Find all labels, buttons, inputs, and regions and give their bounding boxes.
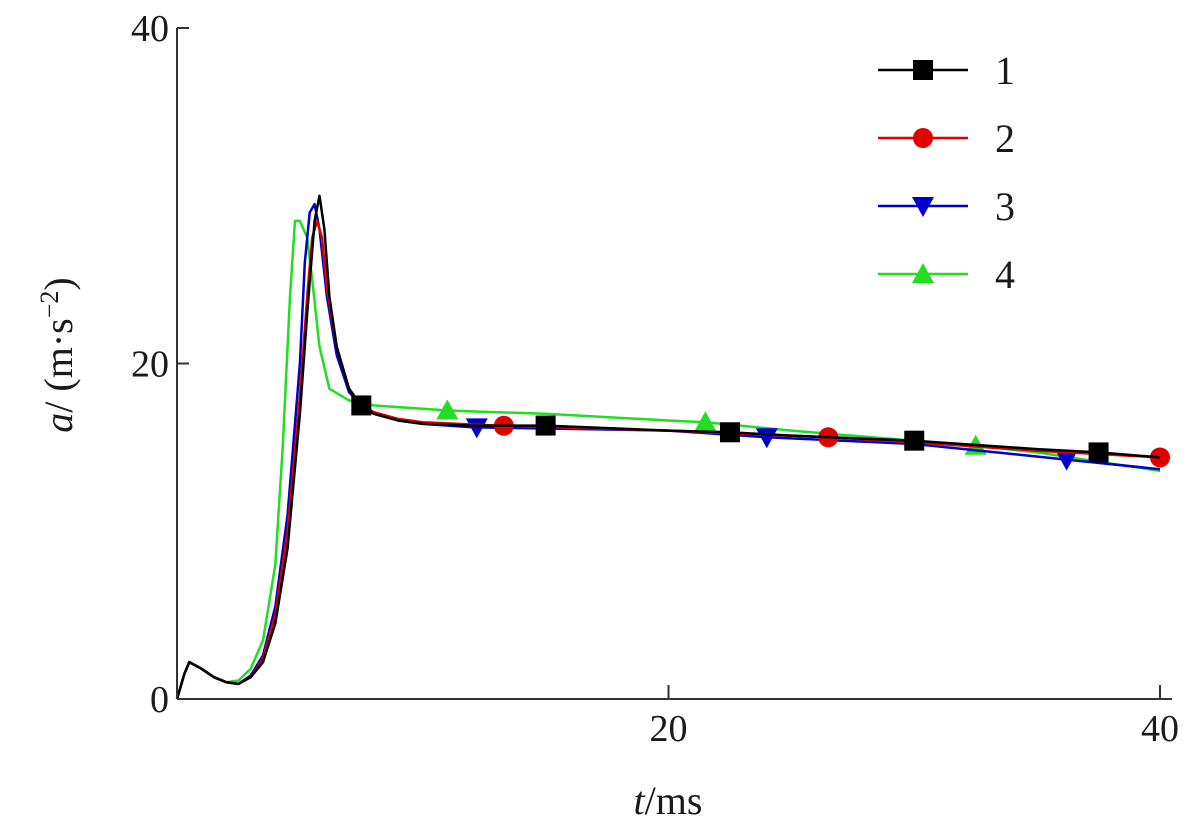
legend-label: 3 bbox=[995, 184, 1015, 229]
y-axis-unit: m·s bbox=[36, 318, 81, 378]
legend-item-1: 1 bbox=[878, 48, 1015, 93]
x-tick-label: 40 bbox=[1141, 708, 1179, 750]
legend-swatch-marker bbox=[913, 60, 933, 80]
legend: 1 2 3 4 bbox=[878, 48, 1015, 297]
legend-swatch-marker bbox=[913, 128, 933, 148]
x-axis-var: t bbox=[634, 778, 646, 823]
y-axis-close: ) bbox=[36, 277, 81, 290]
x-axis-unit: ms bbox=[656, 778, 703, 823]
y-axis-var: a bbox=[36, 413, 81, 433]
legend-label: 4 bbox=[995, 252, 1015, 297]
x-axis-slash: / bbox=[645, 778, 657, 823]
series-1-point bbox=[904, 430, 925, 451]
axes bbox=[176, 28, 1172, 700]
series-4-point bbox=[694, 411, 717, 432]
legend-label: 1 bbox=[995, 48, 1015, 93]
y-tick-label: 40 bbox=[131, 8, 169, 50]
series-1 bbox=[175, 194, 1161, 700]
legend-swatch-marker bbox=[912, 263, 934, 283]
x-tick-label: 20 bbox=[650, 708, 688, 750]
series-2-point bbox=[1150, 447, 1170, 468]
y-tick-label: 20 bbox=[131, 344, 169, 386]
series-1-point bbox=[535, 415, 556, 436]
y-axis-slash: / ( bbox=[36, 378, 81, 412]
y-axis-unit-exp: −2 bbox=[35, 291, 64, 319]
legend-item-2: 2 bbox=[878, 116, 1015, 161]
series-1-point bbox=[351, 395, 372, 416]
series-1-point bbox=[1088, 442, 1109, 463]
legend-item-4: 4 bbox=[878, 252, 1015, 297]
legend-swatch-marker bbox=[912, 197, 934, 217]
series-group bbox=[175, 194, 1170, 700]
series-3-point bbox=[1055, 450, 1078, 471]
y-tick-label: 0 bbox=[150, 679, 169, 721]
series-4-point bbox=[436, 399, 459, 420]
series-1-point bbox=[719, 422, 740, 443]
series-1-line bbox=[175, 194, 1161, 700]
ticks: 20 40 0 20 40 bbox=[131, 8, 1179, 750]
x-axis-label: t/ms bbox=[634, 778, 703, 823]
legend-label: 2 bbox=[995, 116, 1015, 161]
legend-item-3: 3 bbox=[878, 184, 1015, 229]
y-axis-label: a/ (m·s−2) bbox=[35, 277, 82, 432]
